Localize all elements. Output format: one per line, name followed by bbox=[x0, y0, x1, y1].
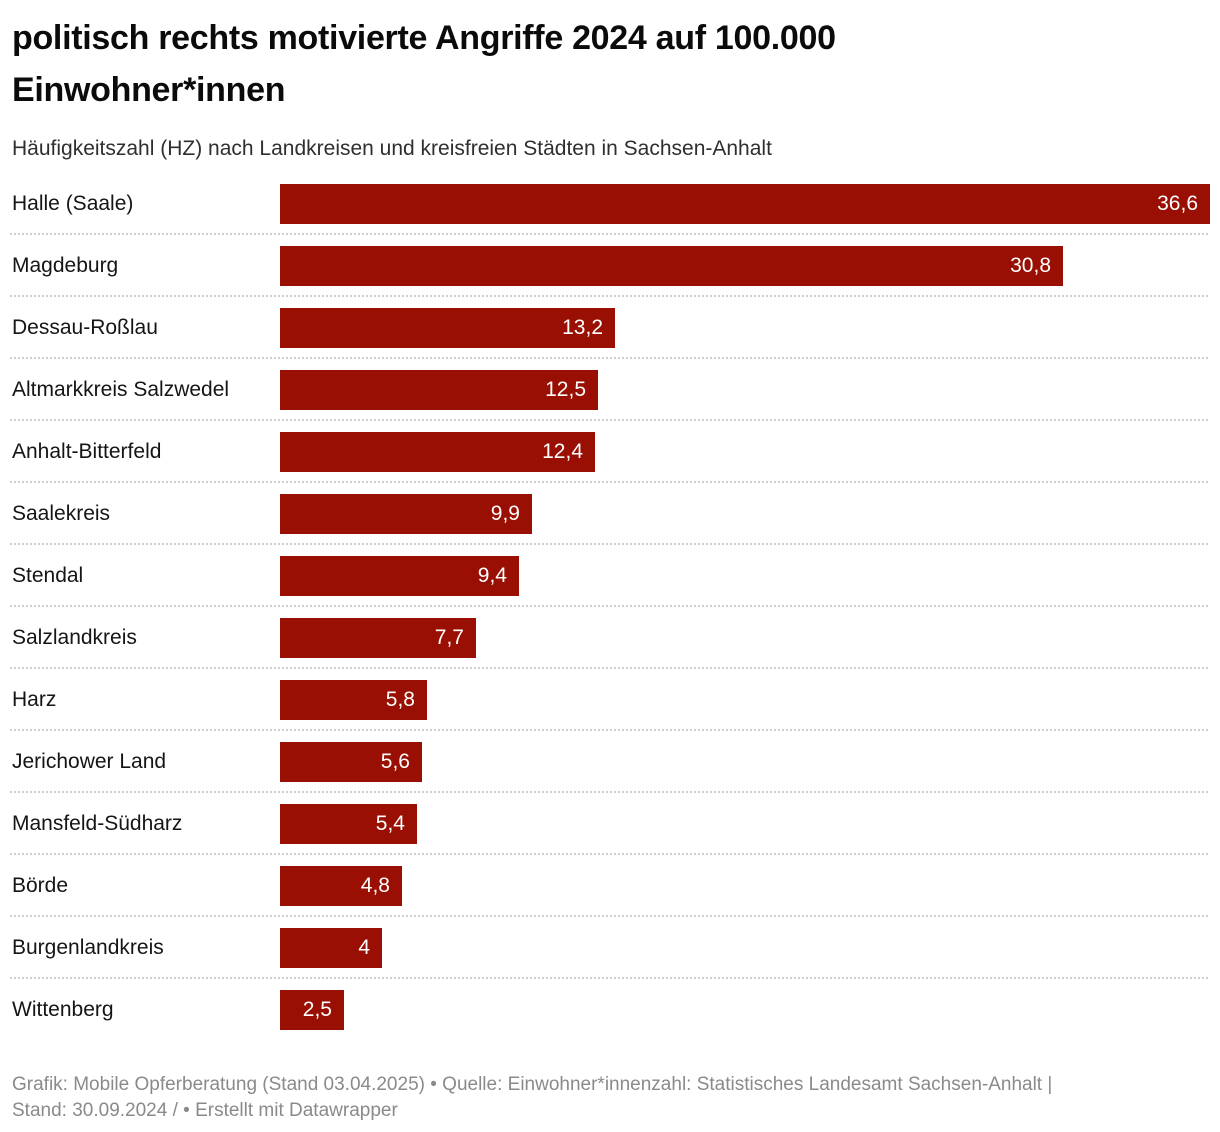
footer-line-1: Grafik: Mobile Opferberatung (Stand 03.0… bbox=[12, 1074, 1053, 1095]
bar: 5,6 bbox=[280, 742, 422, 782]
chart-row: Stendal 9,4 bbox=[10, 556, 1210, 618]
value-label: 13,2 bbox=[562, 316, 603, 339]
value-label: 30,8 bbox=[1010, 254, 1051, 277]
chart-row: Mansfeld-Südharz 5,4 bbox=[10, 804, 1210, 866]
value-label: 9,4 bbox=[477, 564, 507, 587]
value-label: 12,4 bbox=[542, 440, 583, 463]
category-label: Anhalt-Bitterfeld bbox=[12, 440, 162, 463]
chart-subtitle: Häufigkeitszahl (HZ) nach Landkreisen un… bbox=[12, 137, 772, 160]
chart-row: Burgenlandkreis 4 bbox=[10, 928, 1210, 990]
chart-row: Dessau-Roßlau 13,2 bbox=[10, 308, 1210, 370]
value-label: 5,8 bbox=[385, 688, 415, 711]
bar: 12,4 bbox=[280, 432, 595, 472]
chart-row: Jerichower Land 5,6 bbox=[10, 742, 1210, 804]
category-label: Dessau-Roßlau bbox=[12, 316, 158, 339]
value-label: 5,4 bbox=[375, 812, 405, 835]
row-separator bbox=[10, 791, 1208, 793]
value-label: 5,6 bbox=[380, 750, 410, 773]
bar: 13,2 bbox=[280, 308, 615, 348]
bar: 2,5 bbox=[280, 990, 344, 1030]
value-label: 12,5 bbox=[545, 378, 586, 401]
bar: 9,9 bbox=[280, 494, 532, 534]
bar-chart: Halle (Saale) 36,6 Magdeburg 30,8 Dessau-Roß… bbox=[10, 184, 1210, 1030]
row-separator bbox=[10, 543, 1208, 545]
category-label: Mansfeld-Südharz bbox=[12, 812, 183, 835]
category-label: Harz bbox=[12, 688, 57, 711]
chart-row: Börde 4,8 bbox=[10, 866, 1210, 928]
bar: 4 bbox=[280, 928, 382, 968]
chart-row: Harz 5,8 bbox=[10, 680, 1210, 742]
category-label: Saalekreis bbox=[12, 502, 111, 525]
bar: 9,4 bbox=[280, 556, 519, 596]
chart-row: Wittenberg 2,5 bbox=[12, 990, 1210, 1030]
row-separator bbox=[10, 481, 1208, 483]
chart-footer: Grafik: Mobile Opferberatung (Stand 03.0… bbox=[12, 1072, 1210, 1124]
bar: 7,7 bbox=[280, 618, 476, 658]
category-label: Salzlandkreis bbox=[12, 626, 137, 649]
value-label: 4 bbox=[358, 936, 370, 959]
value-label: 9,9 bbox=[490, 502, 520, 525]
bar: 12,5 bbox=[280, 370, 598, 410]
category-label: Halle (Saale) bbox=[12, 192, 134, 215]
value-label: 4,8 bbox=[360, 874, 390, 897]
bar: 30,8 bbox=[280, 246, 1063, 286]
chart-title: politisch rechts motivierte Angriffe 202… bbox=[12, 19, 836, 109]
chart-row: Salzlandkreis 7,7 bbox=[10, 618, 1210, 680]
chart-row: Saalekreis 9,9 bbox=[10, 494, 1210, 556]
category-label: Altmarkkreis Salzwedel bbox=[12, 378, 230, 401]
bar: 4,8 bbox=[280, 866, 402, 906]
chart-row: Magdeburg 30,8 bbox=[10, 246, 1210, 308]
category-label: Börde bbox=[12, 874, 69, 897]
row-separator bbox=[10, 729, 1208, 731]
footer-line-2: Stand: 30.09.2024 / • Erstellt mit Dataw… bbox=[12, 1100, 398, 1121]
chart-row: Altmarkkreis Salzwedel 12,5 bbox=[10, 370, 1210, 432]
category-label: Jerichower Land bbox=[12, 750, 167, 773]
row-separator bbox=[10, 915, 1208, 917]
row-separator bbox=[10, 233, 1208, 235]
bar: 36,6 bbox=[280, 184, 1210, 224]
row-separator bbox=[10, 977, 1208, 979]
value-label: 2,5 bbox=[302, 998, 332, 1021]
row-separator bbox=[10, 295, 1208, 297]
value-label: 36,6 bbox=[1157, 192, 1198, 215]
row-separator bbox=[10, 419, 1208, 421]
chart-row: Anhalt-Bitterfeld 12,4 bbox=[10, 432, 1210, 494]
row-separator bbox=[10, 357, 1208, 359]
row-separator bbox=[10, 667, 1208, 669]
category-label: Stendal bbox=[12, 564, 84, 587]
category-label: Burgenlandkreis bbox=[12, 936, 164, 959]
chart-row: Halle (Saale) 36,6 bbox=[10, 184, 1210, 246]
category-label: Wittenberg bbox=[12, 998, 114, 1021]
bar: 5,8 bbox=[280, 680, 427, 720]
category-label: Magdeburg bbox=[12, 254, 119, 277]
bar: 5,4 bbox=[280, 804, 417, 844]
value-label: 7,7 bbox=[434, 626, 464, 649]
row-separator bbox=[10, 853, 1208, 855]
row-separator bbox=[10, 605, 1208, 607]
